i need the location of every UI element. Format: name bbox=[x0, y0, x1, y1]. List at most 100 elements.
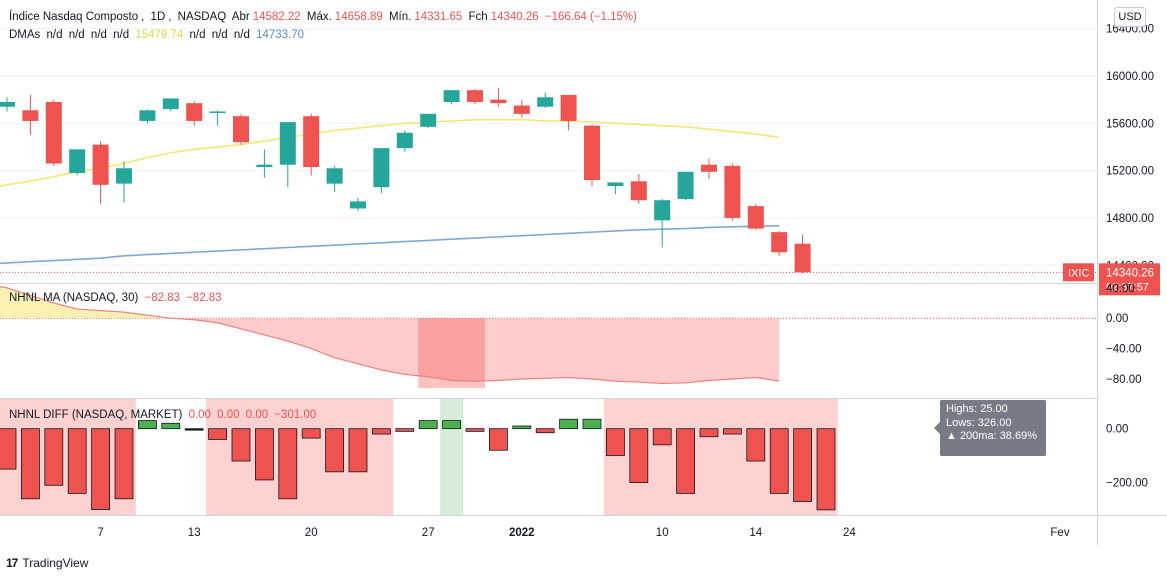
symbol-badge-text: IXIC bbox=[1068, 267, 1089, 279]
price-tick-label: 15200.00 bbox=[1106, 166, 1154, 178]
diff-bar-negative bbox=[699, 428, 719, 438]
dma-value: n/d bbox=[211, 29, 228, 41]
legend-low-value: 14331.65 bbox=[414, 11, 463, 23]
diff-bar-positive bbox=[137, 420, 157, 430]
diff-bar-negative bbox=[91, 428, 110, 511]
dma-line-blue bbox=[0, 224, 780, 265]
tooltip-highs: Highs: 25.00 bbox=[946, 403, 1008, 415]
brand[interactable]: 17 TradingView bbox=[6, 556, 88, 570]
diff-tick-label: −200.00 bbox=[1106, 478, 1148, 490]
diff-bar-negative bbox=[746, 428, 766, 462]
diff-bar-positive bbox=[418, 420, 438, 430]
price-tick-label: 16000.00 bbox=[1106, 71, 1154, 83]
diff-bar-negative bbox=[301, 428, 321, 439]
candle-up bbox=[139, 110, 156, 121]
candle-up bbox=[654, 200, 671, 221]
price-badge bbox=[1099, 263, 1160, 296]
candle-up bbox=[279, 122, 296, 165]
time-tick-label: 20 bbox=[305, 527, 318, 539]
dma-label: DMAs bbox=[9, 29, 41, 41]
candle-up bbox=[162, 98, 179, 110]
ma-tick-label: 0.00 bbox=[1106, 313, 1128, 325]
nhnl-diff-value: 0.00 bbox=[188, 409, 211, 421]
legend-close-label: Fch bbox=[468, 11, 488, 23]
ma-tick-label: 40.00 bbox=[1106, 283, 1135, 295]
diff-bar-negative bbox=[465, 428, 485, 432]
nhnl-tooltip: Highs: 25.00 Lows: 326.00 ▲ 200ma: 38.69… bbox=[934, 400, 1046, 456]
diff-bar-negative bbox=[371, 428, 391, 435]
candle-up bbox=[209, 111, 226, 113]
nhnl-diff-label: NHNL DIFF (NASDAQ, MARKET) bbox=[9, 409, 183, 421]
diff-bar-negative bbox=[793, 428, 812, 502]
diff-bar-negative bbox=[278, 428, 298, 500]
ma-tick-label: −80.00 bbox=[1106, 374, 1142, 386]
diff-bar-negative bbox=[348, 428, 368, 473]
tradingview-logo-icon: 17 bbox=[6, 556, 18, 570]
diff-bar-negative bbox=[488, 428, 508, 451]
dma-value-blue: 14733.70 bbox=[256, 29, 305, 41]
time-tick-label: 7 bbox=[97, 527, 103, 539]
legend-interval: 1D bbox=[150, 11, 166, 23]
nhnl-diff-value: 0.00 bbox=[217, 409, 240, 421]
diff-bar-positive bbox=[161, 422, 181, 430]
dma-value: n/d bbox=[68, 29, 85, 41]
candle-up bbox=[420, 113, 437, 127]
diff-bar-positive bbox=[559, 418, 578, 430]
diff-bar-negative bbox=[44, 428, 64, 486]
diff-bar-negative bbox=[676, 428, 695, 494]
diff-bar-positive bbox=[512, 425, 532, 430]
candle-down bbox=[794, 243, 811, 273]
tooltip-200ma: ▲ 200ma: 38.69% bbox=[946, 430, 1037, 442]
candle-down bbox=[747, 206, 764, 229]
candle-down bbox=[584, 125, 600, 181]
diff-bar-negative bbox=[816, 428, 836, 511]
price-tick-label: 15600.00 bbox=[1106, 118, 1154, 130]
diff-bar-negative bbox=[208, 428, 228, 440]
nhnl-ma-value: −82.83 bbox=[186, 292, 222, 304]
dma-value-yellow: 15479.74 bbox=[135, 29, 184, 41]
legend-change-value: −166.64 (−1.15%) bbox=[544, 11, 637, 23]
candle-up bbox=[0, 102, 15, 107]
symbol-badge bbox=[1063, 263, 1094, 282]
diff-bar-negative bbox=[535, 428, 555, 434]
price-badge-text: 14340.26 bbox=[1106, 267, 1154, 279]
candle-up bbox=[607, 182, 624, 186]
diff-bg-green bbox=[440, 399, 464, 515]
diff-bar-negative bbox=[114, 428, 134, 500]
legend-low-label: Mín. bbox=[388, 11, 412, 23]
dma-legend: DMAs n/d n/d n/d n/d 15479.74 n/d n/d n/… bbox=[9, 29, 307, 41]
brand-name: TradingView bbox=[22, 556, 89, 570]
candle-down bbox=[560, 94, 577, 121]
legend-open-label: Abr bbox=[231, 11, 250, 23]
diff-bar-positive bbox=[582, 418, 602, 430]
dma-value: n/d bbox=[90, 29, 107, 41]
candle-down bbox=[186, 103, 203, 121]
main-legend: Índice Nasdaq Composto, 1D, NASDAQ Abr 14… bbox=[9, 11, 637, 23]
currency-button[interactable]: USD bbox=[1114, 7, 1146, 27]
diff-tick-label: 0.00 bbox=[1106, 424, 1128, 436]
diff-bar-negative bbox=[395, 428, 415, 432]
time-tick-label: 24 bbox=[843, 527, 856, 539]
candle-down bbox=[490, 99, 507, 104]
diff-bar-negative bbox=[606, 428, 625, 457]
candle-down bbox=[45, 102, 62, 164]
candle-down bbox=[513, 105, 530, 114]
price-tick-label: 14800.00 bbox=[1106, 213, 1154, 225]
nhnl-diff-legend: NHNL DIFF (NASDAQ, MARKET) 0.00 0.00 0.0… bbox=[9, 409, 319, 421]
candle-down bbox=[303, 116, 320, 168]
diff-bar-negative bbox=[652, 428, 672, 446]
legend-high-label: Máx. bbox=[306, 11, 332, 23]
time-tick-label: Fev bbox=[1050, 527, 1069, 539]
candle-down bbox=[233, 116, 249, 143]
diff-bar-negative bbox=[231, 428, 251, 462]
ma-area-positive bbox=[0, 286, 195, 319]
candle-up bbox=[373, 148, 390, 188]
candle-down bbox=[467, 90, 483, 103]
ma-tick-label: −40.00 bbox=[1106, 344, 1142, 356]
candle-up bbox=[350, 201, 366, 209]
dma-value: n/d bbox=[189, 29, 206, 41]
time-tick-label: 2022 bbox=[509, 527, 535, 539]
candle-up bbox=[69, 149, 86, 173]
candle-down bbox=[724, 165, 741, 218]
